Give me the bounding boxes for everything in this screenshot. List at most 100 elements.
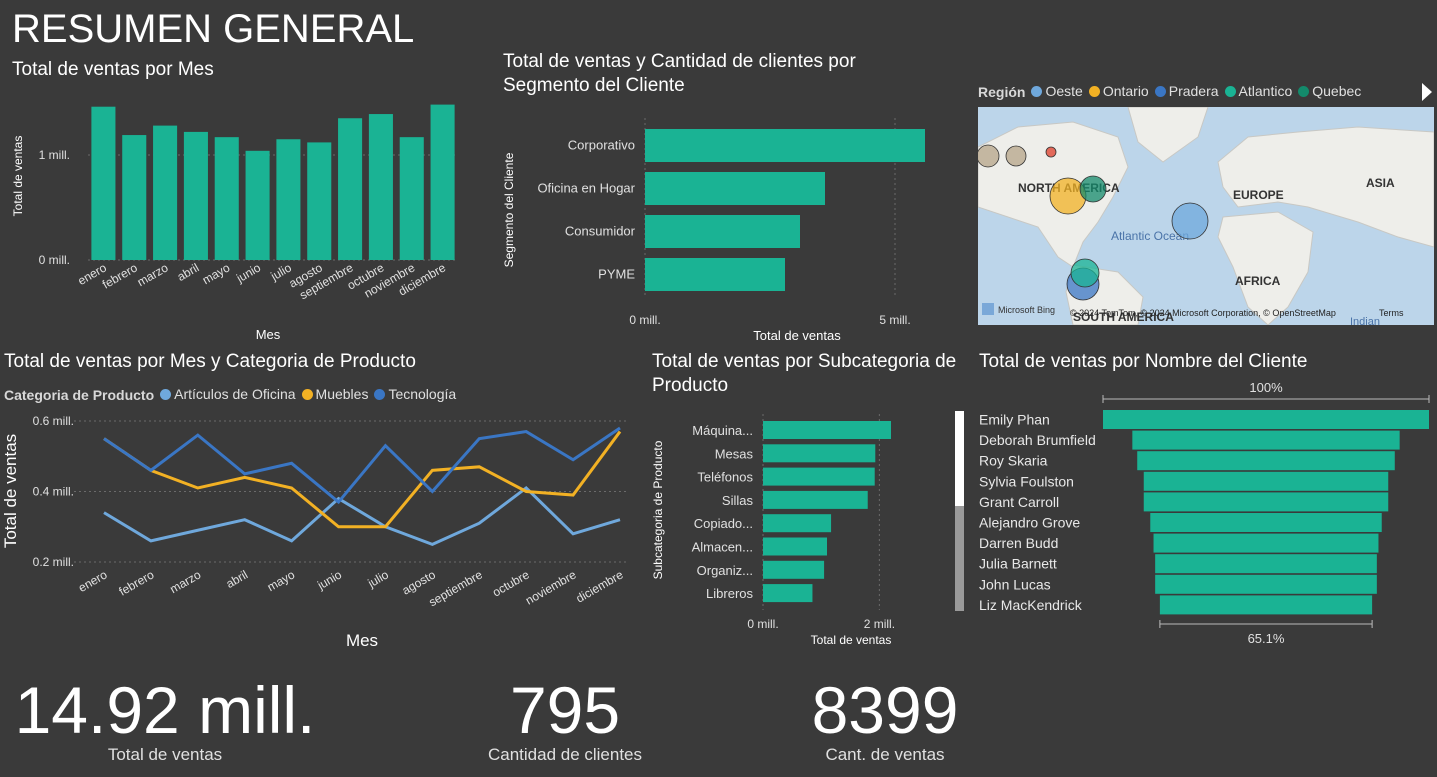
segment-bar-oficina-en-hogar[interactable] — [645, 172, 825, 205]
customer-bar-john-lucas[interactable] — [1155, 574, 1377, 594]
customer-bar-alejandro-grove[interactable] — [1150, 513, 1382, 532]
subcat-ytick: Almacen... — [692, 540, 753, 555]
segment-bar-consumidor[interactable] — [645, 215, 800, 248]
map-legend-label: Oeste — [1045, 83, 1083, 99]
customer-bar-darren-budd[interactable] — [1153, 533, 1379, 553]
bing-logo-icon — [982, 303, 994, 315]
month-bar-junio[interactable] — [245, 150, 270, 260]
legend-dot-icon — [160, 388, 172, 400]
map-legend-pradera[interactable]: Pradera — [1154, 83, 1219, 99]
customer-top-pct: 100% — [1249, 380, 1283, 395]
category-line-muebles[interactable] — [103, 430, 622, 529]
month-xlabel: Mes — [256, 327, 281, 342]
subcat-xtick: 2 mill. — [864, 617, 895, 631]
subcat-bar-almacen[interactable] — [763, 537, 827, 556]
map-legend-atlantico[interactable]: Atlantico — [1224, 83, 1293, 99]
month-bar-febrero[interactable] — [122, 135, 147, 260]
category-line-articulos-de-oficina[interactable] — [103, 486, 621, 546]
customer-bar-deborah-brumfield[interactable] — [1132, 430, 1400, 450]
month-bar-mayo[interactable] — [214, 137, 239, 260]
subcat-bar-telefonos[interactable] — [763, 467, 875, 486]
month-bar-abril[interactable] — [183, 131, 208, 260]
subcat-ylabel: Subcategoria de Producto — [651, 440, 665, 579]
subcat-bar-sillas[interactable] — [763, 490, 868, 509]
map-legend-oeste[interactable]: Oeste — [1031, 83, 1083, 99]
category-legend-muebles[interactable]: Muebles — [301, 386, 368, 402]
customer-name: Julia Barnett — [979, 556, 1057, 572]
category-legend-tecnologia[interactable]: Tecnología — [374, 386, 456, 402]
map-copyright: © 2024 TomTom, © 2024 Microsoft Corporat… — [1070, 308, 1336, 318]
map-visual[interactable]: NORTH AMERICAEUROPEASIAAFRICASOUTH AMERI… — [978, 107, 1434, 325]
month-xtick: abril — [175, 260, 202, 283]
segment-xtick: 0 mill. — [629, 313, 660, 327]
map-bubble-oeste-2[interactable] — [1005, 145, 1027, 167]
chart-category[interactable]: 0.2 mill. 0.4 mill. 0.6 mill. enero febrero m… — [0, 405, 640, 655]
map-legend-label: Quebec — [1312, 83, 1362, 99]
month-bar-agosto[interactable] — [307, 142, 332, 260]
subcat-bar-copiado[interactable] — [763, 514, 832, 533]
map-africa — [1217, 211, 1314, 325]
kpi-cantidad-clientes: 795 Cantidad de clientes — [450, 675, 680, 765]
subcat-xlabel: Total de ventas — [811, 633, 892, 647]
map-label-atlantic: Atlantic Ocean — [1111, 229, 1189, 243]
map-bubble-quebec[interactable] — [1079, 175, 1107, 203]
subcat-bar-mesas[interactable] — [763, 444, 876, 463]
map-legend-quebec[interactable]: Quebec — [1298, 83, 1361, 99]
map-bubble-oeste-3[interactable] — [1171, 202, 1209, 240]
chart-customer[interactable]: 100% Emily Phan Deborah Brumfield Roy Skari… — [955, 375, 1435, 650]
segment-bar-corporativo[interactable] — [645, 129, 925, 162]
month-bar-noviembre[interactable] — [399, 137, 424, 260]
category-line-tecnologia[interactable] — [103, 426, 621, 505]
category-ytick: 0.6 mill. — [33, 414, 74, 428]
map-legend-next-icon[interactable] — [1422, 83, 1432, 101]
segment-bar-pyme[interactable] — [645, 258, 785, 291]
customer-scrollbar-track[interactable] — [955, 411, 964, 611]
month-bar-marzo[interactable] — [153, 125, 178, 260]
category-legend-articulos-de-oficina[interactable]: Artículos de Oficina — [160, 386, 296, 402]
category-xlabel: Mes — [346, 631, 378, 650]
customer-name: Darren Budd — [979, 535, 1058, 551]
segment-ytick: Corporativo — [568, 138, 635, 153]
category-legend-label: Tecnología — [388, 386, 457, 402]
category-xtick: septiembre — [426, 567, 485, 609]
chart-subcat[interactable]: 0 mill. 2 mill. Máquina... Mesas Teléfonos Si… — [645, 410, 945, 650]
customer-bar-julia-barnett[interactable] — [1155, 554, 1377, 574]
map-terms-link[interactable]: Terms — [1379, 308, 1404, 318]
customer-bar-roy-skaria[interactable] — [1137, 451, 1395, 471]
map-bubble-oeste-1[interactable] — [978, 144, 1000, 168]
month-bar-julio[interactable] — [276, 139, 301, 260]
customer-bar-grant-carroll[interactable] — [1143, 492, 1389, 512]
customer-bar-emily-phan[interactable] — [1103, 410, 1429, 429]
category-ytick: 0.4 mill. — [33, 485, 74, 499]
chart-segment-title: Total de ventas y Cantidad de clientes p… — [503, 51, 856, 96]
segment-ytick: Consumidor — [565, 224, 636, 239]
customer-name: Alejandro Grove — [979, 515, 1080, 531]
legend-dot-icon — [1031, 85, 1043, 97]
category-xtick: junio — [314, 567, 344, 592]
map-bubble-ontario[interactable] — [1049, 177, 1087, 215]
map-label-africa: AFRICA — [1235, 274, 1281, 288]
subcat-bar-libreros[interactable] — [763, 584, 813, 603]
subcat-bar-organiz[interactable] — [763, 560, 825, 579]
chart-segment[interactable]: 0 mill. 5 mill. Corporativo Oficina en Hoga… — [495, 110, 945, 345]
map-bubble-point[interactable] — [1045, 146, 1057, 158]
month-bar-enero[interactable] — [91, 106, 116, 260]
month-xtick: marzo — [135, 260, 171, 289]
customer-bar-liz-mackendrick[interactable] — [1159, 595, 1373, 615]
customer-name: John Lucas — [979, 576, 1051, 592]
category-legend-items: Artículos de Oficina Muebles Tecnología — [160, 386, 462, 405]
subcat-bar-maquina[interactable] — [763, 421, 891, 439]
page-title: RESUMEN GENERAL — [12, 7, 415, 51]
customer-scrollbar-thumb[interactable] — [955, 411, 964, 506]
map-legend-ontario[interactable]: Ontario — [1088, 83, 1149, 99]
category-xtick: julio — [365, 567, 392, 590]
month-bar-septiembre[interactable] — [338, 118, 363, 260]
month-bar-diciembre[interactable] — [430, 104, 455, 260]
map-legend-label: Atlantico — [1238, 83, 1293, 99]
map-brand: Microsoft Bing — [998, 305, 1055, 315]
month-bar-octubre[interactable] — [368, 114, 393, 260]
map-bubble-atlantico[interactable] — [1070, 258, 1100, 288]
customer-bar-sylvia-foulston[interactable] — [1143, 471, 1389, 491]
month-ylabel: Total de ventas — [11, 136, 25, 217]
